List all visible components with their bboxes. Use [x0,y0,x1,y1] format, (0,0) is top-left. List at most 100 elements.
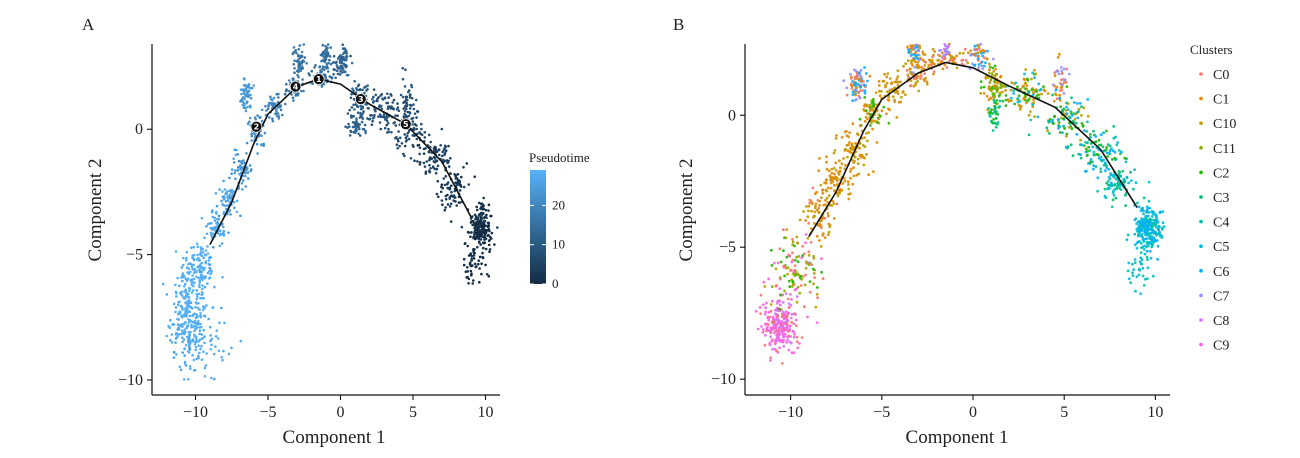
cell-point [1010,81,1014,84]
cell-point [918,44,921,48]
cell-point [181,336,184,340]
cell-point [433,145,437,149]
cell-point [1139,251,1143,255]
cell-point [969,49,973,52]
cell-point [482,196,486,200]
cell-point [863,66,866,69]
cell-point [779,328,783,331]
cell-point [852,166,855,170]
cell-point [465,276,468,279]
cell-point [336,65,340,69]
cell-point [1004,104,1008,107]
legend-entry: C1 [1199,93,1229,108]
cell-point [1080,105,1083,109]
cell-point [984,76,988,80]
cell-point [467,183,471,186]
cell-point [200,270,203,274]
cell-point [1063,78,1067,82]
cell-point [961,58,965,62]
cell-point [945,48,948,52]
cell-point [277,117,281,120]
cell-point [1055,97,1059,101]
cell-point [349,96,353,100]
cell-point [218,244,222,248]
cell-point [209,268,212,271]
cell-point [394,114,397,117]
cell-point [195,297,199,301]
cell-point [780,362,784,365]
cell-point [199,246,203,249]
cell-point [295,69,299,73]
cell-point [427,150,431,153]
cell-point [991,92,995,96]
cell-point [364,131,367,135]
cell-point [867,173,871,177]
cell-point [188,365,192,368]
cell-point [347,122,350,126]
panel-b-x-tick-label: 5 [1060,404,1068,421]
cell-point [1069,143,1073,147]
cell-point [893,80,897,84]
cell-point [1053,115,1056,119]
cell-point [920,74,923,78]
cell-point [1099,158,1103,162]
cell-point [175,292,178,295]
cell-point [1058,97,1061,100]
cell-point [787,253,790,257]
cell-point [199,347,202,351]
cell-point [885,81,889,85]
cell-point [428,158,431,162]
cell-point [195,337,198,341]
cell-point [1037,82,1041,86]
cell-point [1158,225,1161,228]
cell-point [364,85,368,88]
cell-point [405,115,409,118]
cell-point [1062,117,1065,120]
cell-point [1060,78,1063,82]
cell-point [789,293,792,296]
cell-point [909,71,913,75]
cell-point [235,199,239,203]
cell-point [785,341,788,344]
cell-point [818,239,821,242]
cell-point [902,65,905,68]
cell-point [1151,228,1155,232]
cell-point [322,68,326,72]
cell-point [440,199,444,202]
cell-point [192,358,196,362]
cell-point [861,89,864,92]
cell-point [229,213,232,216]
cell-point [793,288,797,292]
cell-point [993,121,997,125]
cell-point [325,47,328,50]
cell-point [329,62,333,66]
cell-point [488,248,492,251]
cell-point [923,64,927,67]
cell-point [862,83,866,87]
cell-point [840,162,844,166]
cell-point [1004,94,1008,97]
legend-label: C4 [1213,216,1229,231]
cell-point [213,227,217,231]
cell-point [474,215,478,218]
cell-point [240,182,244,185]
cell-point [195,258,199,261]
cell-point [829,186,833,190]
colorbar-tick-label: 20 [552,197,565,212]
cell-point [221,190,224,193]
cell-point [1102,163,1106,167]
cell-point [403,154,406,158]
panel-b-y-tick-label: 0 [728,107,736,124]
cell-point [976,51,980,55]
cell-point [328,75,332,78]
cell-point [484,247,488,251]
cell-point [807,209,810,213]
cell-point [210,376,213,380]
cell-point [242,106,246,109]
cell-point [1119,188,1123,192]
cell-point [217,217,220,221]
cell-point [835,134,838,137]
cell-point [183,362,187,366]
cell-point [983,56,986,60]
cell-point [857,172,861,176]
